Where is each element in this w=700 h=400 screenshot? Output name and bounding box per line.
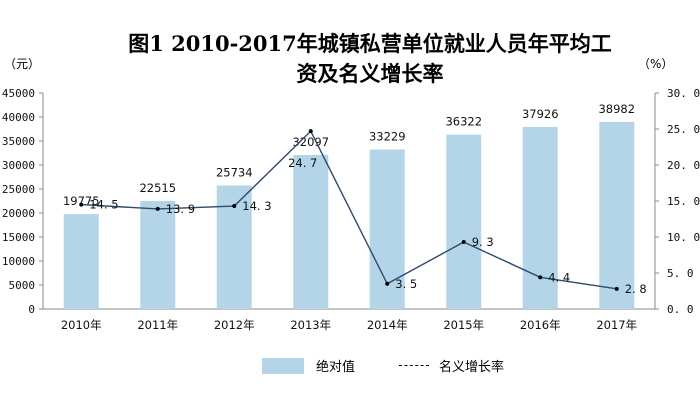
left-tick-label: 25000 — [2, 183, 35, 196]
chart-title-line1: 图1 2010-2017年城镇私营单位就业人员年平均工 — [128, 31, 612, 56]
growth-rate-point — [538, 275, 543, 280]
x-tick-label: 2013年 — [290, 318, 331, 332]
right-axis-unit: （%） — [638, 57, 674, 71]
left-tick-label: 10000 — [2, 255, 35, 268]
left-tick-label: 5000 — [9, 279, 36, 292]
bar-value-label: 38982 — [598, 102, 635, 116]
bar-value-label: 25734 — [216, 165, 253, 179]
left-tick-label: 35000 — [2, 135, 35, 148]
bar-2017年 — [599, 121, 635, 309]
growth-rate-point — [385, 281, 390, 286]
growth-rate-point — [79, 202, 84, 207]
left-tick-label: 40000 — [2, 111, 35, 124]
legend-line-swatch — [399, 365, 430, 366]
x-tick-label: 2012年 — [214, 318, 255, 332]
growth-rate-label: 13. 9 — [166, 202, 195, 216]
bar-value-label: 22515 — [139, 181, 176, 195]
growth-rate-label: 24. 7 — [288, 156, 317, 170]
right-tick-label: 30. 0 — [667, 87, 700, 100]
left-tick-label: 45000 — [2, 87, 35, 100]
bar-value-label: 36322 — [445, 115, 482, 129]
growth-rate-label: 9. 3 — [472, 235, 494, 249]
legend-bar-label: 绝对值 — [316, 360, 356, 375]
x-tick-label: 2017年 — [596, 318, 637, 332]
bar-2010年 — [63, 214, 99, 309]
right-tick-label: 10. 0 — [667, 231, 700, 244]
legend-line-label: 名义增长率 — [439, 360, 505, 375]
growth-rate-line — [81, 129, 617, 290]
growth-rate-label: 14. 5 — [89, 198, 118, 212]
x-tick-label: 2015年 — [443, 318, 484, 332]
growth-rate-label: 3. 5 — [395, 277, 417, 291]
left-axis-unit: （元） — [4, 57, 41, 71]
left-tick-label: 0 — [28, 303, 35, 316]
growth-rate-label: 2. 8 — [625, 282, 647, 296]
x-tick-label: 2014年 — [367, 318, 408, 332]
left-tick-label: 20000 — [2, 207, 35, 220]
bar-2013年 — [293, 154, 329, 309]
growth-rate-point — [461, 240, 466, 245]
right-tick-label: 25. 0 — [667, 123, 700, 136]
left-tick-label: 30000 — [2, 159, 35, 172]
growth-rate-point — [614, 286, 619, 291]
bar-value-label: 37926 — [522, 107, 559, 121]
bar-value-label: 33229 — [369, 130, 406, 144]
bar-value-label: 32097 — [292, 135, 329, 149]
right-tick-label: 0. 0 — [667, 303, 694, 316]
bar-2011年 — [140, 200, 176, 309]
growth-rate-point — [232, 204, 237, 209]
left-tick-label: 15000 — [2, 231, 35, 244]
growth-rate-point — [308, 129, 313, 134]
bar-2015年 — [446, 134, 482, 309]
chart-title-line2: 资及名义增长率 — [296, 61, 444, 86]
x-tick-label: 2011年 — [137, 318, 178, 332]
growth-rate-label: 4. 4 — [548, 270, 570, 284]
right-tick-label: 15. 0 — [667, 195, 700, 208]
growth-rate-point — [155, 206, 160, 211]
right-tick-label: 20. 0 — [667, 159, 700, 172]
x-tick-label: 2010年 — [61, 318, 102, 332]
right-tick-label: 5. 0 — [667, 267, 694, 280]
legend-bar-swatch — [262, 357, 304, 374]
legend: 绝对值 名义增长率 — [262, 356, 504, 375]
x-tick-label: 2016年 — [520, 318, 561, 332]
growth-rate-label: 14. 3 — [242, 199, 271, 213]
